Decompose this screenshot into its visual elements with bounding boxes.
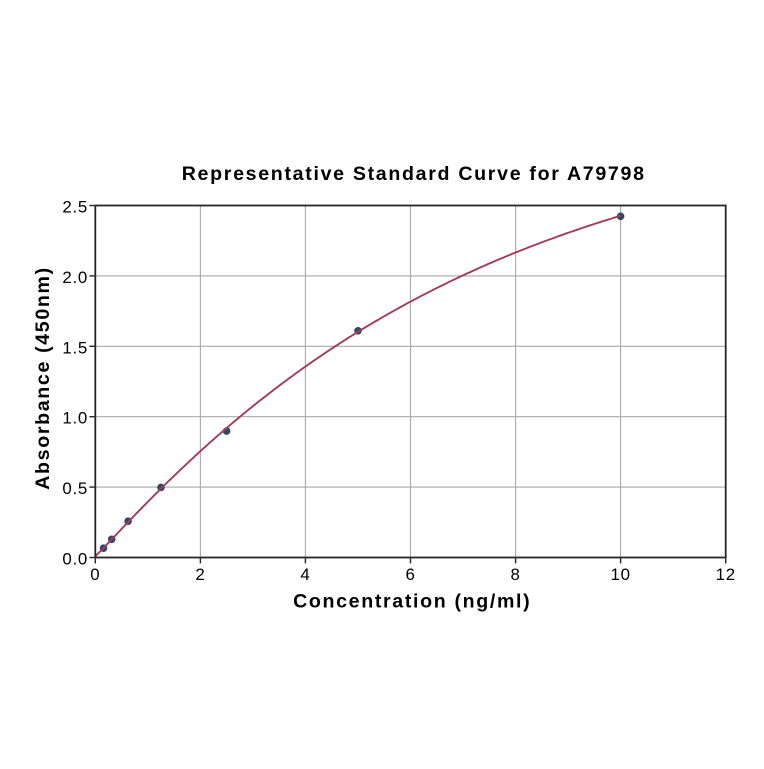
svg-text:4: 4: [300, 565, 310, 584]
svg-text:1.0: 1.0: [62, 409, 88, 428]
svg-text:0.0: 0.0: [62, 550, 88, 569]
svg-text:Representative Standard Curve: Representative Standard Curve for A79798: [182, 163, 646, 185]
svg-text:8: 8: [511, 565, 521, 584]
svg-text:6: 6: [405, 565, 415, 584]
svg-text:12: 12: [716, 565, 736, 584]
svg-text:Concentration (ng/ml): Concentration (ng/ml): [293, 590, 531, 612]
svg-text:2.0: 2.0: [62, 268, 88, 287]
svg-text:2.5: 2.5: [62, 198, 88, 217]
svg-text:10: 10: [610, 565, 630, 584]
svg-text:1.5: 1.5: [62, 338, 88, 357]
svg-text:0.5: 0.5: [62, 479, 88, 498]
svg-text:Absorbance (450nm): Absorbance (450nm): [32, 266, 54, 490]
svg-text:2: 2: [195, 565, 205, 584]
svg-text:0: 0: [90, 565, 100, 584]
